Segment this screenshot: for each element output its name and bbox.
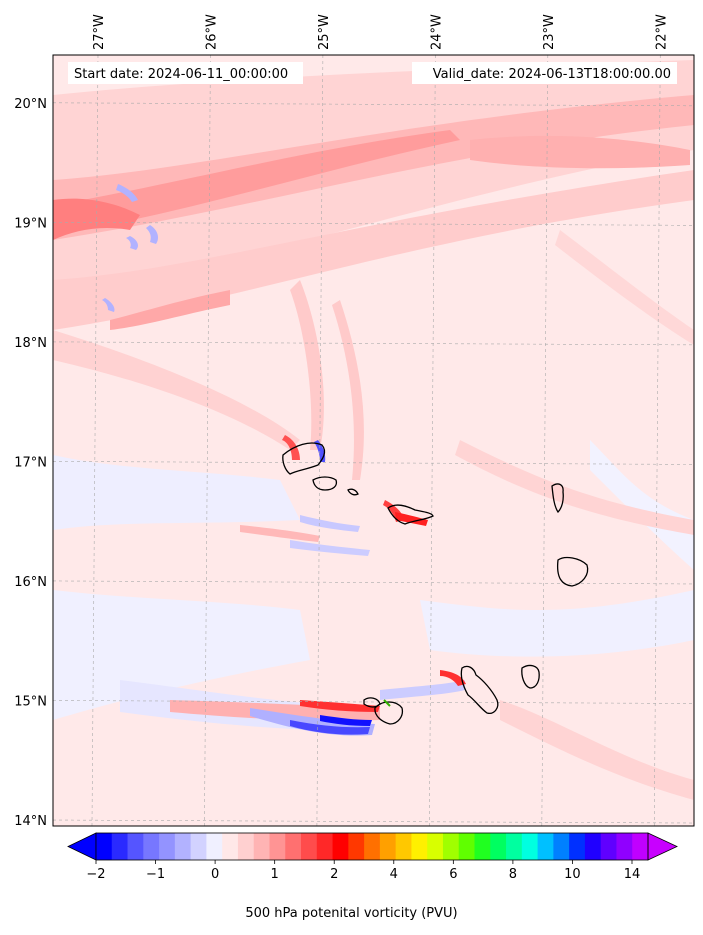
lat-tick-label: 20°N: [14, 97, 47, 112]
colorbar-swatch: [206, 833, 223, 860]
gridline-lat: [53, 700, 694, 704]
colorbar-swatch: [490, 833, 507, 860]
colorbar-swatch: [301, 833, 318, 860]
gridline-lon: [204, 55, 211, 826]
colorbar-label: 500 hPa potenital vorticity (PVU): [245, 906, 458, 921]
pv-field-contours: [53, 60, 694, 800]
colorbar-swatch: [316, 833, 334, 860]
colorbar-tick-label: 14: [624, 867, 641, 882]
map-frame: [52, 54, 695, 827]
lon-tick-label: 26°W: [204, 14, 219, 50]
colorbar-swatch: [427, 833, 444, 860]
gridline-lat: [53, 102, 694, 107]
colorbar-swatch: [411, 833, 428, 860]
island-sao-nicolau: [387, 504, 434, 525]
colorbar-swatch: [285, 833, 302, 860]
map-panel: Start date: 2024-06-11_00:00:00 Valid_da…: [53, 55, 694, 826]
start-date-label: Start date: 2024-06-11_00:00:00: [74, 67, 288, 82]
gridline-lat: [53, 819, 694, 824]
colorbar-tick-label: −2: [86, 867, 105, 882]
colorbar-swatch: [458, 833, 476, 860]
colorbar-swatch: [174, 833, 192, 860]
lon-tick-label: 25°W: [317, 14, 332, 50]
colorbar-tick-label: 4: [390, 867, 398, 882]
island-santiago: [460, 665, 499, 714]
colorbar-tick-label: 8: [509, 867, 517, 882]
gridline-lat: [53, 461, 694, 465]
gridline-lon: [316, 55, 324, 826]
colorbar-tick-label: −1: [146, 867, 165, 882]
lon-axis-ticks: 27°W 26°W 25°W 24°W 23°W 22°W: [92, 14, 669, 50]
colorbar-swatch: [600, 833, 617, 860]
lon-tick-label: 27°W: [92, 14, 107, 50]
colorbar-swatch: [506, 833, 523, 860]
colorbar-swatch: [379, 833, 397, 860]
colorbar-swatch: [584, 833, 602, 860]
colorbar-swatch: [553, 833, 570, 860]
gridline-lat: [53, 580, 694, 585]
colorbar-tick-label: 1: [271, 867, 279, 882]
colorbar-swatch: [364, 833, 381, 860]
colorbar-swatch: [111, 833, 129, 860]
colorbar-swatch: [127, 833, 144, 860]
colorbar-swatch: [616, 833, 633, 860]
colorbar-swatch: [237, 833, 255, 860]
colorbar-swatch: [96, 833, 113, 860]
colorbar-swatch: [332, 833, 349, 860]
gridline-lon: [541, 55, 549, 826]
colorbar-tick-label: 0: [211, 867, 219, 882]
lat-tick-label: 19°N: [14, 216, 47, 231]
lon-tick-label: 22°W: [654, 14, 669, 50]
colorbar: −2 −1 0 1 2 4 6 8 10 14: [67, 832, 678, 882]
gridline-lon: [429, 55, 436, 826]
colorbar-swatch: [222, 833, 239, 860]
lon-tick-label: 23°W: [542, 14, 557, 50]
colorbar-swatch: [143, 833, 160, 860]
colorbar-swatch: [348, 833, 365, 860]
lat-tick-label: 15°N: [14, 694, 47, 709]
valid-date-label: Valid_date: 2024-06-13T18:00:00.00: [433, 67, 671, 82]
lat-tick-label: 18°N: [14, 336, 47, 351]
colorbar-swatch: [474, 833, 491, 860]
colorbar-extend-low: [67, 832, 97, 861]
lat-tick-label: 16°N: [14, 575, 47, 590]
island-boa-vista: [556, 556, 589, 587]
colorbar-tick-label: 2: [330, 867, 338, 882]
colorbar-swatch: [632, 833, 649, 860]
colorbar-swatch: [537, 833, 554, 860]
colorbar-tick-label: 6: [449, 867, 457, 882]
colorbar-extend-high: [647, 832, 678, 861]
island-brava: [363, 697, 381, 708]
island-coastlines: [282, 442, 589, 725]
colorbar-swatch: [521, 833, 539, 860]
colorbar-swatch: [395, 833, 412, 860]
gridline-lat: [53, 222, 694, 226]
island-sal: [551, 483, 564, 514]
lon-tick-label: 24°W: [429, 14, 444, 50]
island-santa-luzia: [347, 488, 359, 496]
island-fogo: [374, 701, 404, 725]
lat-tick-label: 17°N: [14, 455, 47, 470]
map-gridlines: [53, 55, 694, 826]
lat-axis-ticks: 20°N 19°N 18°N 17°N 16°N 15°N 14°N: [14, 97, 47, 829]
gridline-lon: [91, 55, 99, 826]
lat-tick-label: 14°N: [14, 814, 47, 829]
colorbar-swatch: [442, 833, 460, 860]
colorbar-swatch: [190, 833, 207, 860]
colorbar-swatch: [269, 833, 286, 860]
colorbar-tick-label: 10: [564, 867, 581, 882]
colorbar-frame: [95, 832, 649, 861]
colorbar-swatch: [569, 833, 586, 860]
island-maio: [521, 664, 540, 689]
island-santo-antao: [282, 442, 326, 475]
colorbar-swatch: [159, 833, 176, 860]
gridline-lon: [653, 55, 661, 826]
gridline-lat: [53, 341, 694, 346]
island-sao-vicente: [312, 476, 338, 491]
colorbar-swatch: [253, 833, 270, 860]
info-boxes: Start date: 2024-06-11_00:00:00 Valid_da…: [68, 62, 677, 84]
